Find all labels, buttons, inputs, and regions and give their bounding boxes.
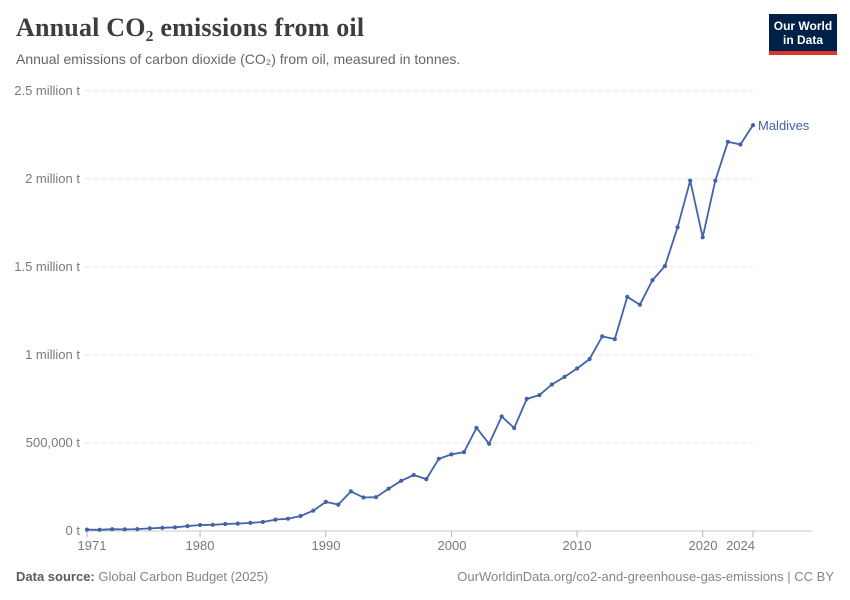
data-source: Data source: Global Carbon Budget (2025) [16, 569, 268, 584]
data-point[interactable] [612, 337, 617, 342]
data-point[interactable] [97, 527, 102, 532]
data-point[interactable] [562, 374, 567, 379]
x-axis-tick-label: 1990 [311, 538, 341, 553]
data-point[interactable] [286, 516, 291, 521]
data-point[interactable] [575, 366, 580, 371]
data-point[interactable] [273, 517, 278, 522]
y-axis-tick-label: 1 million t [25, 347, 80, 362]
data-point[interactable] [537, 393, 542, 398]
data-point[interactable] [675, 225, 680, 230]
data-point[interactable] [386, 486, 391, 491]
data-point[interactable] [298, 513, 303, 519]
chart-header: Annual CO₂ emissions from oil Annual emi… [16, 13, 837, 67]
data-point[interactable] [323, 499, 328, 504]
owid-logo-line1: Our World [773, 19, 833, 33]
data-point[interactable] [361, 495, 366, 500]
data-point[interactable] [348, 489, 353, 494]
data-point[interactable] [110, 527, 115, 532]
data-point[interactable] [198, 522, 203, 528]
data-point[interactable] [725, 139, 731, 144]
data-point[interactable] [160, 525, 165, 530]
x-axis-tick-label: 2010 [562, 538, 592, 553]
data-point[interactable] [524, 396, 529, 401]
data-point[interactable] [223, 521, 228, 527]
data-point[interactable] [135, 527, 140, 532]
data-point[interactable] [411, 472, 416, 478]
data-point[interactable] [399, 478, 404, 483]
data-point[interactable] [625, 294, 630, 299]
attribution[interactable]: OurWorldinData.org/co2-and-greenhouse-ga… [457, 569, 834, 584]
x-axis-tick-label: 1971 [77, 538, 107, 553]
data-point[interactable] [248, 520, 253, 526]
data-point[interactable] [688, 178, 693, 183]
data-point[interactable] [185, 524, 190, 529]
data-point[interactable] [587, 357, 592, 362]
data-point[interactable] [600, 334, 605, 339]
data-point[interactable] [499, 414, 504, 419]
maldives-series-line[interactable] [86, 124, 754, 531]
data-point[interactable] [487, 441, 492, 446]
data-point[interactable] [637, 302, 643, 307]
data-point[interactable] [235, 521, 240, 526]
data-point[interactable] [461, 450, 467, 455]
data-point[interactable] [713, 178, 718, 183]
data-point[interactable] [549, 382, 555, 387]
owid-logo[interactable]: Our World in Data [769, 14, 837, 55]
data-source-value: Global Carbon Budget (2025) [98, 569, 269, 584]
entity-label-maldives[interactable]: Maldives [758, 118, 810, 133]
owid-logo-line2: in Data [782, 33, 823, 47]
data-point[interactable] [436, 456, 441, 461]
y-axis-tick-label: 2.5 million t [14, 83, 80, 98]
chart-footer: Data source: Global Carbon Budget (2025)… [16, 569, 834, 584]
data-point[interactable] [662, 263, 668, 269]
y-axis-tick-label: 500,000 t [25, 435, 80, 450]
data-point[interactable] [172, 525, 178, 530]
data-point[interactable] [738, 142, 743, 147]
data-point[interactable] [700, 235, 705, 240]
page-subtitle: Annual emissions of carbon dioxide (CO₂)… [16, 51, 461, 67]
data-point[interactable] [474, 425, 479, 430]
data-point[interactable] [750, 123, 756, 128]
y-axis-tick-label: 0 t [65, 523, 80, 538]
data-point[interactable] [84, 527, 90, 532]
data-point[interactable] [449, 452, 454, 457]
x-axis-tick-label: 2000 [437, 538, 467, 553]
y-axis-tick-label: 1.5 million t [14, 259, 80, 274]
data-point[interactable] [311, 508, 316, 513]
data-point[interactable] [210, 522, 215, 527]
data-point[interactable] [512, 425, 517, 431]
x-axis-tick-label: 1980 [185, 538, 215, 553]
data-point[interactable] [260, 519, 265, 525]
x-axis-tick-label: 2020 [688, 538, 718, 553]
data-point[interactable] [147, 526, 152, 531]
data-source-label: Data source: [16, 569, 95, 584]
data-point[interactable] [424, 477, 429, 482]
data-point[interactable] [336, 502, 341, 507]
x-axis-tick-label: 2024 [726, 538, 755, 553]
data-point[interactable] [650, 278, 655, 283]
data-point[interactable] [373, 495, 379, 500]
page-title: Annual CO₂ emissions from oil [16, 13, 365, 42]
y-axis-tick-label: 2 million t [25, 171, 80, 186]
data-point[interactable] [122, 527, 127, 532]
